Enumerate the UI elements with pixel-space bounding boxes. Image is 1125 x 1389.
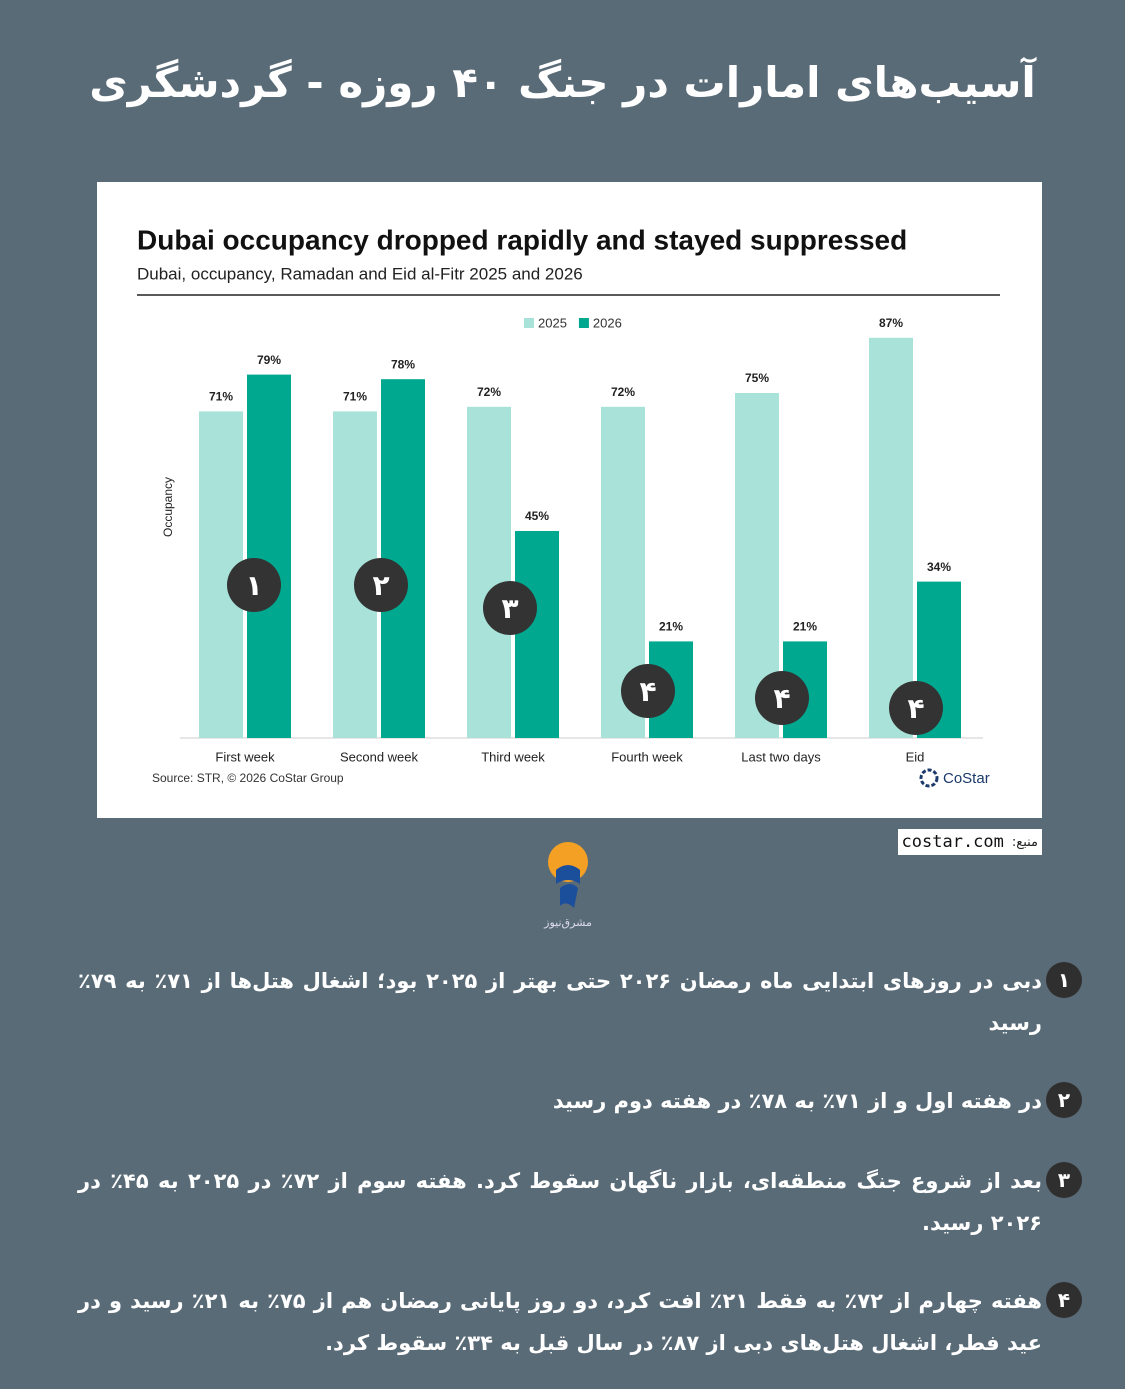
- x-tick-label: First week: [215, 749, 275, 764]
- annotation-label: ۴: [773, 682, 790, 715]
- annotation-badge: [755, 671, 809, 725]
- value-label: 71%: [343, 390, 367, 404]
- annotation-label: ۴: [639, 675, 656, 708]
- y-axis-label: Occupancy: [161, 477, 175, 537]
- note-text: در هفته اول و از ۷۱٪ به ۷۸٪ در هفته دوم …: [552, 1089, 1042, 1113]
- annotation-label: ۴: [907, 692, 924, 725]
- value-label: 45%: [525, 509, 549, 523]
- x-tick-label: Second week: [340, 749, 419, 764]
- value-label: 21%: [659, 620, 683, 634]
- note: ۴ هفته چهارم از ۷۲٪ به فقط ۲۱٪ افت کرد، د…: [78, 1280, 1082, 1364]
- value-label: 79%: [257, 353, 281, 367]
- note-number: ۱: [1046, 962, 1082, 998]
- note-number: ۳: [1046, 1162, 1082, 1198]
- bar: [467, 406, 511, 738]
- bar: [515, 531, 559, 738]
- x-tick-label: Third week: [481, 749, 545, 764]
- source-label: منبع:: [1011, 834, 1038, 850]
- legend-label: 2026: [593, 315, 622, 330]
- logo-wave: [556, 865, 580, 884]
- value-label: 75%: [745, 371, 769, 385]
- annotation-badge: [354, 558, 408, 612]
- note-number: ۲: [1046, 1082, 1082, 1118]
- annotation-label: ۳: [501, 592, 518, 625]
- logo-text: مشرق‌نیوز: [544, 916, 592, 929]
- value-label: 72%: [611, 385, 635, 399]
- x-tick-label: Fourth week: [611, 749, 683, 764]
- value-label: 34%: [927, 560, 951, 574]
- note: ۳ بعد از شروع جنگ منطقه‌ای، بازار ناگهان …: [78, 1160, 1082, 1244]
- annotation-label: ۲: [372, 569, 389, 602]
- annotation-badge: [227, 558, 281, 612]
- value-label: 71%: [209, 390, 233, 404]
- brand-logo: CoStar: [919, 768, 990, 788]
- note-text: هفته چهارم از ۷۲٪ به فقط ۲۱٪ افت کرد، دو…: [78, 1289, 1042, 1355]
- chart-subtitle: Dubai, occupancy, Ramadan and Eid al-Fit…: [137, 264, 583, 283]
- bar: [869, 337, 913, 738]
- logo-mark: [548, 842, 588, 908]
- brand-name: CoStar: [943, 770, 990, 787]
- note: ۲ در هفته اول و از ۷۱٪ به ۷۸٪ در هفته دوم…: [78, 1080, 1082, 1122]
- source-url[interactable]: costar.com: [901, 832, 1004, 852]
- chart-title: Dubai occupancy dropped rapidly and stay…: [137, 224, 907, 255]
- note: ۱ دبی در روزهای ابتدایی ماه رمضان ۲۰۲۶ حت…: [78, 960, 1082, 1044]
- legend-swatch: [578, 318, 589, 328]
- brand-icon: [919, 768, 939, 788]
- chart: Dubai occupancy dropped rapidly and stay…: [137, 224, 1000, 788]
- x-tick-label: Eid: [906, 749, 925, 764]
- bar: [381, 379, 425, 738]
- annotation-badge: [621, 664, 675, 718]
- note-text: بعد از شروع جنگ منطقه‌ای، بازار ناگهان س…: [78, 1169, 1042, 1235]
- value-label: 21%: [793, 620, 817, 634]
- x-tick-label: Last two days: [741, 749, 821, 764]
- note-text: دبی در روزهای ابتدایی ماه رمضان ۲۰۲۶ حتی…: [78, 969, 1043, 1035]
- legend-swatch: [524, 318, 534, 328]
- value-label: 87%: [879, 316, 903, 330]
- bar: [247, 374, 291, 738]
- chart-card: Dubai occupancy dropped rapidly and stay…: [97, 182, 1042, 818]
- legend-label: 2025: [538, 315, 567, 330]
- annotation-label: ۱: [245, 569, 262, 602]
- header-title: آسیب‌های امارات در جنگ ۴۰ روزه - گردشگری: [89, 58, 1036, 107]
- annotation-badge: [889, 681, 943, 735]
- note-number: ۴: [1046, 1282, 1082, 1318]
- chart-source: Source: STR, © 2026 CoStar Group: [152, 771, 344, 785]
- logo-wave: [560, 884, 578, 908]
- source-row: منبع: costar.com: [897, 829, 1042, 855]
- value-label: 78%: [391, 357, 415, 371]
- annotation-badge: [483, 581, 537, 635]
- value-label: 72%: [477, 385, 501, 399]
- logo: مشرق‌نیوز: [530, 840, 606, 929]
